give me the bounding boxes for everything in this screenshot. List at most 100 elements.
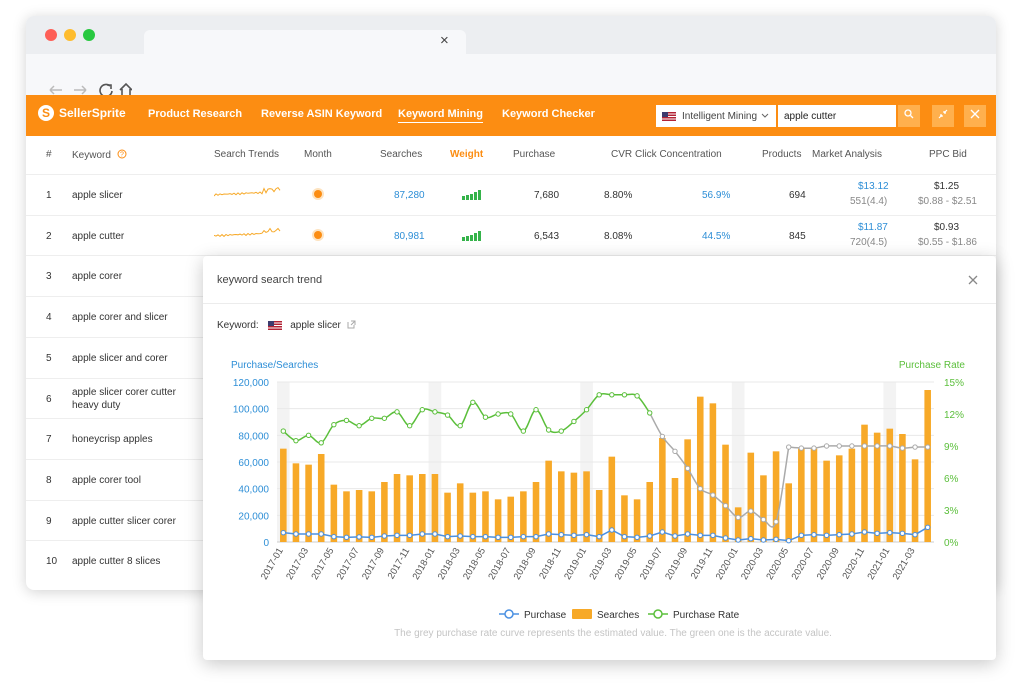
row-click-concentration[interactable]: 56.9% — [702, 190, 731, 201]
purchase-point — [495, 534, 501, 541]
us-flag-icon — [662, 111, 676, 121]
purchase-rate-point — [912, 444, 918, 450]
purchase-rate-point — [722, 503, 729, 509]
searches-bar — [532, 482, 540, 542]
row-searches[interactable]: 87,280 — [394, 190, 425, 201]
arrow-right-icon[interactable] — [74, 85, 87, 95]
close-window-icon[interactable] — [45, 29, 57, 41]
collapse-icon — [938, 109, 948, 119]
table-row[interactable]: 1 apple slicer 87,280 7,680 8.80% 56.9% 694 $13… — [26, 174, 996, 215]
chevron-down-icon — [761, 113, 769, 118]
purchase-rate-point — [760, 516, 767, 523]
modal-close-icon[interactable] — [968, 275, 978, 285]
row-ppc-range: $0.55 - $1.86 — [918, 236, 977, 248]
row-keyword: apple cutter 8 slices — [72, 556, 161, 568]
purchase-point — [786, 537, 792, 544]
keyword-search-input[interactable] — [778, 105, 896, 127]
collapse-button[interactable] — [932, 105, 954, 127]
purchase-point — [444, 533, 451, 540]
purchase-point — [331, 533, 337, 540]
search-trend-sparkline[interactable] — [214, 227, 282, 241]
purchase-point — [432, 531, 438, 537]
nav-keyword-mining[interactable]: Keyword Mining — [398, 108, 483, 123]
row-index: 4 — [46, 312, 52, 324]
month-indicator-icon — [314, 230, 322, 239]
minimize-window-icon[interactable] — [64, 29, 76, 41]
purchase-point — [571, 532, 577, 539]
close-panel-button[interactable] — [964, 105, 986, 127]
searches-bar — [810, 448, 818, 542]
col-search-trends[interactable]: Search Trends — [214, 149, 280, 160]
row-index: 3 — [46, 271, 52, 283]
nav-reverse-asin-keyword[interactable]: Reverse ASIN Keyword — [261, 108, 383, 120]
searches-bar — [772, 451, 780, 542]
purchase-line — [283, 526, 929, 542]
external-link-icon[interactable] — [347, 320, 356, 329]
close-icon — [970, 109, 980, 119]
purchase-rate-point — [798, 445, 805, 451]
searches-bar — [406, 475, 413, 542]
searches-bar — [911, 459, 919, 542]
row-market-reviews: 720(4.5) — [850, 236, 888, 248]
purchase-point — [406, 532, 413, 539]
purchase-point — [899, 530, 906, 537]
trend-chart: 0 20,000 40,000 60,000 80,000 100,000 120,000 0… — [231, 360, 965, 639]
row-market-price[interactable]: $11.87 — [858, 221, 888, 233]
col-products[interactable]: Products — [762, 149, 802, 160]
searches-bar — [507, 496, 515, 542]
searches-bar — [671, 478, 679, 542]
purchase-point — [520, 533, 527, 540]
table-row[interactable]: 3 apple corer — [26, 255, 996, 296]
searches-bar — [760, 475, 767, 542]
col-click-concentration[interactable]: Click Concentration — [635, 149, 722, 160]
searches-bar — [583, 471, 590, 542]
tab-close-icon[interactable]: × — [440, 32, 449, 49]
row-click-concentration[interactable]: 44.5% — [702, 230, 731, 242]
weight-bars-icon — [462, 230, 481, 241]
col-market-analysis[interactable]: Market Analysis — [812, 149, 883, 160]
purchase-point — [912, 531, 918, 538]
searches-bar — [924, 390, 931, 542]
arrow-left-icon[interactable] — [49, 85, 62, 95]
col-cvr[interactable]: CVR — [611, 149, 633, 160]
searches-bar — [621, 495, 628, 542]
mining-mode-select[interactable]: Intelligent Mining — [656, 105, 776, 127]
row-ppc-range: $0.88 - $2.51 — [918, 196, 977, 207]
help-icon[interactable]: ? — [117, 149, 127, 159]
col-ppc-bid[interactable]: PPC Bid — [929, 149, 967, 160]
brand-logo[interactable]: S SellerSprite — [38, 105, 126, 121]
search-trend-sparkline[interactable] — [214, 186, 282, 200]
col-month[interactable]: Month — [304, 149, 332, 160]
reload-icon[interactable] — [99, 83, 113, 98]
row-purchase: 6,543 — [534, 230, 560, 242]
purchase-point — [697, 532, 703, 539]
purchase-rate-point — [280, 428, 287, 434]
x-axis-tick-label: 2018-03 — [436, 546, 463, 582]
row-searches[interactable]: 80,981 — [394, 230, 425, 242]
col-weight[interactable]: Weight — [450, 149, 484, 160]
purchase-rate-point — [381, 415, 388, 421]
title-bar: × — [26, 16, 996, 54]
table-row[interactable]: 2 apple cutter 80,981 6,543 8.08% 44.5% 845 $11… — [26, 214, 996, 256]
col-searches[interactable]: Searches — [380, 149, 423, 160]
searches-bar — [557, 471, 565, 542]
navigation-icons — [49, 82, 132, 98]
col-keyword[interactable]: Keyword ? — [72, 149, 127, 161]
nav-keyword-checker[interactable]: Keyword Checker — [502, 108, 595, 120]
legend-purchase-marker — [504, 609, 514, 619]
purchase-rate-point — [508, 411, 514, 417]
purchase-rate-point — [823, 443, 830, 449]
nav-product-research[interactable]: Product Research — [148, 108, 243, 120]
browser-tab[interactable] — [144, 30, 466, 54]
purchase-point — [305, 531, 312, 537]
purchase-rate-point — [684, 465, 691, 472]
x-axis-tick-label: 2020-09 — [815, 546, 842, 582]
maximize-window-icon[interactable] — [83, 29, 95, 41]
searches-bar — [734, 507, 742, 542]
row-market-price[interactable]: $13.12 — [858, 181, 889, 192]
col-purchase[interactable]: Purchase — [513, 149, 556, 160]
right-axis-tick-label: 3% — [944, 506, 959, 517]
purchase-rate-point — [495, 411, 501, 417]
row-products: 694 — [789, 190, 806, 201]
search-button[interactable] — [898, 105, 920, 127]
